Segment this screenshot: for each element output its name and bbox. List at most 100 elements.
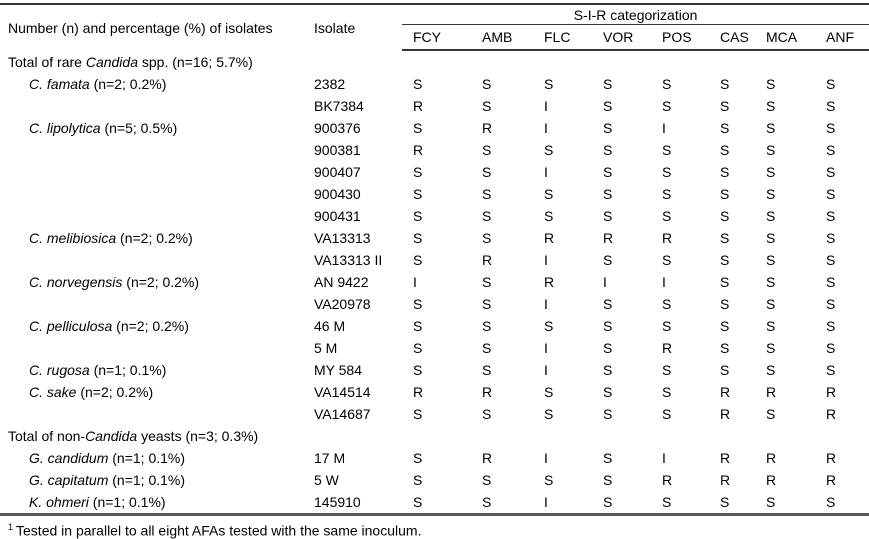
- sir-cell: S: [544, 142, 554, 158]
- table-row: C. pelliculosa (n=2; 0.2%) 46 M S S S S S S S S: [0, 315, 869, 337]
- sir-cell: R: [826, 384, 837, 400]
- sir-cell: S: [826, 208, 836, 224]
- sir-cell: S: [413, 296, 423, 312]
- sir-cell: S: [826, 274, 836, 290]
- species-cell: Total of non-Candida yeasts (n=3; 0.3%): [8, 428, 259, 444]
- column-header-isolate: Isolate: [314, 19, 356, 36]
- isolate-cell: VA13313: [314, 230, 371, 246]
- sir-cell: S: [826, 494, 836, 510]
- sir-cell: S: [482, 186, 492, 202]
- sir-cell: S: [482, 76, 492, 92]
- sir-cell: S: [720, 318, 730, 334]
- sir-cell: S: [482, 164, 492, 180]
- table-row: VA13313 II S R I S S S S S: [0, 249, 869, 271]
- sir-cell: S: [544, 76, 554, 92]
- sir-cell: I: [544, 362, 548, 378]
- species-cell: G. candidum (n=1; 0.1%): [29, 450, 186, 466]
- table-row: VA14687 S S S S S R S R: [0, 403, 869, 425]
- footnote-text: Tested in parallel to all eight AFAs tes…: [16, 522, 422, 539]
- sir-cell: S: [603, 186, 613, 202]
- sir-cell: S: [662, 76, 672, 92]
- sir-cell: R: [482, 252, 493, 268]
- sir-cell: [755, 425, 815, 447]
- sir-cell: S: [662, 406, 672, 422]
- susceptibility-table: Number (n) and percentage (%) of isolate…: [0, 3, 869, 516]
- sir-cell: I: [544, 120, 548, 136]
- column-header-isolate-counts: Number (n) and percentage (%) of isolate…: [8, 19, 273, 36]
- isolate-cell: 900381: [314, 142, 361, 158]
- sir-cell: S: [826, 230, 836, 246]
- sir-cell: R: [766, 472, 777, 488]
- sir-cell: S: [826, 296, 836, 312]
- isolate-cell: VA14687: [314, 406, 371, 422]
- isolate-cell: 5 M: [314, 340, 338, 356]
- sir-cell: S: [603, 142, 613, 158]
- sir-cell: R: [826, 472, 837, 488]
- sir-cell: S: [544, 384, 554, 400]
- sir-cell: I: [544, 164, 548, 180]
- species-cell: C. pelliculosa (n=2; 0.2%): [29, 318, 189, 334]
- sir-cell: S: [413, 76, 423, 92]
- sir-cell: S: [720, 362, 730, 378]
- table-row: 900431 S S S S S S S S: [0, 205, 869, 227]
- sir-cell: R: [720, 406, 731, 422]
- sir-cell: S: [482, 230, 492, 246]
- sir-cell: I: [544, 98, 548, 114]
- sir-cell: S: [766, 494, 776, 510]
- isolate-cell: BK7384: [314, 98, 364, 114]
- sir-cell: S: [720, 208, 730, 224]
- sir-cell: S: [662, 98, 672, 114]
- sir-cell: S: [603, 384, 613, 400]
- column-header-mca: MCA: [755, 24, 815, 51]
- sir-cell: S: [482, 362, 492, 378]
- sir-cell: S: [662, 362, 672, 378]
- table-row: G. capitatum (n=1; 0.1%) 5 W S S S S R R R R: [0, 469, 869, 491]
- sir-cell: S: [766, 362, 776, 378]
- isolate-cell: 900407: [314, 164, 361, 180]
- sir-cell: I: [662, 120, 666, 136]
- sir-cell: S: [662, 384, 672, 400]
- sir-cell: [533, 50, 592, 73]
- sir-cell: S: [413, 362, 423, 378]
- sir-cell: S: [720, 230, 730, 246]
- isolate-cell: [306, 50, 402, 73]
- sir-cell: S: [603, 98, 613, 114]
- sir-cell: S: [413, 186, 423, 202]
- sir-cell: R: [720, 450, 731, 466]
- species-cell: [0, 161, 306, 183]
- sir-cell: S: [826, 120, 836, 136]
- sir-cell: I: [662, 274, 666, 290]
- sir-cell: S: [720, 340, 730, 356]
- sir-cell: S: [826, 252, 836, 268]
- sir-cell: S: [482, 406, 492, 422]
- sir-cell: R: [603, 230, 614, 246]
- sir-cell: [709, 425, 755, 447]
- sir-cell: [651, 50, 709, 73]
- sir-cell: [651, 425, 709, 447]
- sir-cell: R: [662, 340, 673, 356]
- table-row: C. sake (n=2; 0.2%) VA14514 R R S S S R R R: [0, 381, 869, 403]
- isolate-cell: 17 M: [314, 450, 346, 466]
- table-row: C. lipolytica (n=5; 0.5%) 900376 S R I S I S S S: [0, 117, 869, 139]
- sir-cell: S: [482, 142, 492, 158]
- species-cell: Total of rare Candida spp. (n=16; 5.7%): [8, 53, 253, 70]
- isolate-cell: 145910: [314, 494, 361, 510]
- sir-cell: S: [720, 296, 730, 312]
- sir-cell: R: [826, 450, 837, 466]
- isolate-cell: 46 M: [314, 318, 346, 334]
- column-header-cas: CAS: [709, 24, 755, 51]
- species-cell: C. melibiosica (n=2; 0.2%): [29, 230, 193, 246]
- table-row: BK7384 R S I S S S S S: [0, 95, 869, 117]
- sir-cell: S: [603, 164, 613, 180]
- sir-cell: [815, 425, 869, 447]
- sir-cell: S: [720, 494, 730, 510]
- table-group-row: Total of non-Candida yeasts (n=3; 0.3%): [0, 425, 869, 447]
- sir-cell: S: [826, 98, 836, 114]
- species-cell: C. lipolytica (n=5; 0.5%): [29, 120, 178, 136]
- sir-cell: [709, 50, 755, 73]
- sir-cell: S: [662, 252, 672, 268]
- species-cell: [0, 403, 306, 425]
- sir-cell: R: [482, 384, 493, 400]
- sir-cell: S: [413, 318, 423, 334]
